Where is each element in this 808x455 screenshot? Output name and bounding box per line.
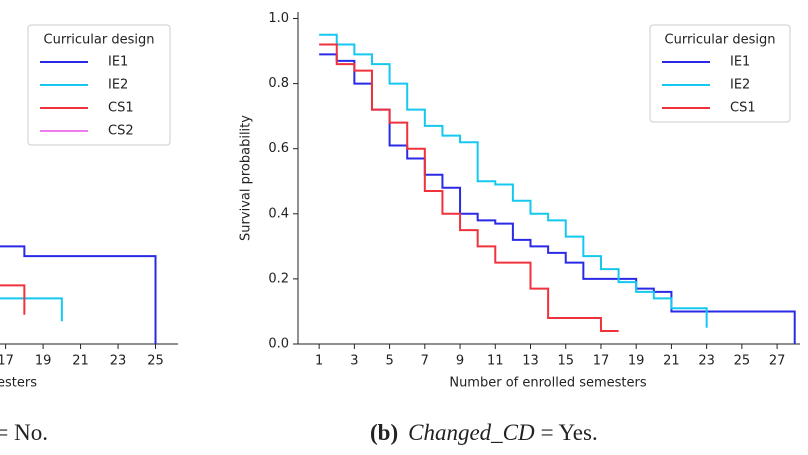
legend-label: CS2: [108, 124, 134, 139]
x-tick-label: 21: [663, 354, 680, 369]
legend-label: IE1: [108, 55, 128, 70]
x-tick-label: 17: [593, 354, 610, 369]
legend-box: [649, 24, 791, 123]
survival-curve: [0, 245, 157, 344]
y-tick-label: 0.2: [268, 271, 289, 286]
x-tick-label: 25: [734, 354, 751, 369]
x-axis-label: Number of enrolled semesters: [449, 376, 647, 391]
x-tick-label: 21: [72, 354, 89, 369]
legend-label: IE2: [108, 78, 128, 93]
x-tick-label: 1: [315, 354, 323, 369]
caption: (a)Changed_CD= No.: [0, 420, 48, 445]
x-tick-label: 23: [698, 354, 715, 369]
caption-label: (b): [370, 420, 398, 445]
caption-value: = Yes.: [541, 420, 598, 445]
y-tick-label: 0.6: [268, 141, 289, 156]
legend-title: Curricular design: [44, 33, 155, 48]
y-tick-label: 0.4: [268, 206, 289, 221]
survival-curve: [0, 297, 63, 322]
legend-label: IE2: [730, 78, 750, 93]
caption: (b) Changed_CD = Yes.: [370, 420, 598, 445]
x-tick-label: 17: [0, 354, 14, 369]
legend-label: CS1: [730, 101, 756, 116]
x-tick-label: 27: [769, 354, 786, 369]
x-tick-label: 3: [350, 354, 358, 369]
legend-label: CS1: [108, 101, 134, 116]
survival-curve: [319, 33, 708, 328]
x-tick-label: 9: [456, 354, 464, 369]
y-tick-label: 0.8: [268, 76, 289, 91]
x-tick-label: 19: [35, 354, 52, 369]
x-tick-label: 19: [628, 354, 645, 369]
survival-curve: [0, 284, 26, 315]
survival-curve: [319, 43, 619, 332]
x-tick-label: 7: [421, 354, 429, 369]
caption-value: = No.: [0, 420, 48, 445]
x-tick-label: 11: [487, 354, 504, 369]
x-tick-label: 23: [110, 354, 127, 369]
x-tick-label: 25: [147, 354, 164, 369]
y-tick-label: 1.0: [268, 11, 289, 26]
y-axis-label: Survival probability: [239, 115, 254, 241]
caption-variable: Changed_CD: [408, 420, 535, 445]
legend-label: IE1: [730, 55, 750, 70]
x-tick-label: 5: [385, 354, 393, 369]
legend-title: Curricular design: [665, 33, 776, 48]
x-tick-label: 13: [522, 354, 539, 369]
x-axis-label: Number of enrolled semesters: [0, 376, 37, 391]
y-tick-label: 0.0: [268, 337, 289, 352]
x-tick-label: 15: [557, 354, 574, 369]
legend-box: [27, 24, 171, 146]
